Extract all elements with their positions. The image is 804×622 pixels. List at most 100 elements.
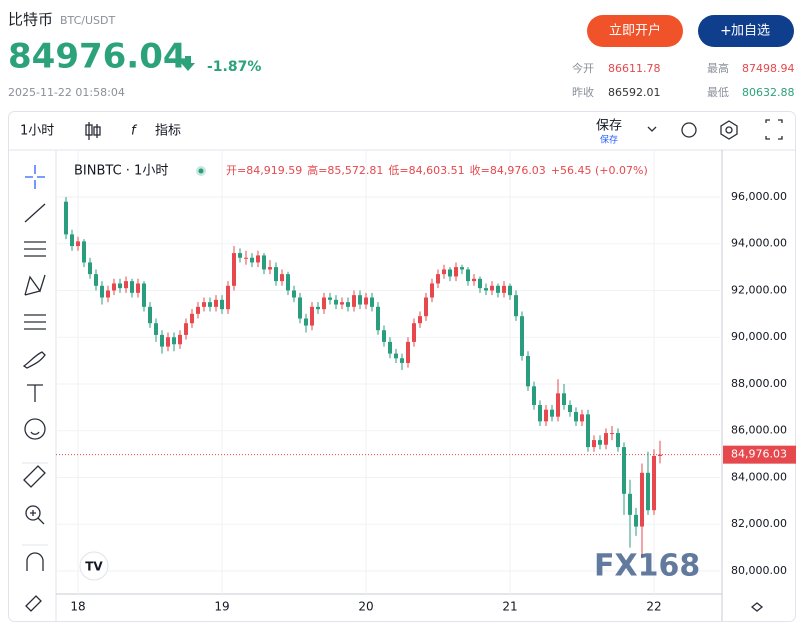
drawing-tools[interactable]: [22, 165, 46, 612]
x-tick-label: 19: [214, 600, 229, 614]
last-price-tag: [723, 445, 796, 464]
title: 比特币: [8, 11, 53, 29]
candle-body: [64, 201, 68, 235]
dropdown-icon[interactable]: [647, 126, 657, 132]
y-tick-label: 94,000.00: [731, 237, 787, 250]
watchlist-button[interactable]: [698, 15, 794, 47]
candle-body: [400, 358, 404, 363]
candle-body: [562, 393, 566, 406]
candle-body: [490, 285, 494, 291]
settings-icon[interactable]: [750, 602, 764, 612]
candle-body: [202, 302, 206, 307]
legend-value: 开=84,919.59: [226, 164, 302, 177]
legend-value: 低=84,603.51: [388, 164, 464, 177]
indicators[interactable]: 指标: [155, 124, 181, 139]
x-tick-label: 20: [358, 600, 373, 614]
candle-body: [298, 297, 302, 319]
candle-body: [232, 253, 236, 286]
candle-body: [496, 285, 500, 293]
y-tick-label: 88,000.00: [731, 377, 787, 390]
y-tick-label: 90,000.00: [731, 330, 787, 343]
candle-body: [502, 285, 506, 293]
candle-type-icon[interactable]: [85, 122, 101, 140]
stat-label: 最高: [707, 61, 729, 75]
candle-body: [568, 405, 572, 413]
candle-body: [178, 334, 182, 345]
stat-label: 今开: [572, 61, 594, 75]
candle-body: [370, 297, 374, 307]
candle-body: [166, 337, 170, 347]
candle-body: [418, 316, 422, 324]
candle-body: [88, 262, 92, 275]
legend-value: +56.45 (+0.07%): [551, 164, 648, 177]
y-tick-label: 96,000.00: [731, 190, 787, 203]
candle-body: [658, 454, 662, 456]
price: 84976.04: [8, 37, 187, 77]
candle-body: [442, 269, 446, 275]
candle-body: [190, 313, 194, 324]
candle-body: [148, 306, 152, 324]
candle-body: [220, 299, 224, 310]
interval[interactable]: 1小时: [20, 124, 54, 139]
candle-body: [160, 334, 164, 347]
save-sub: 保存: [600, 134, 618, 146]
y-tick-label: 80,000.00: [731, 564, 787, 577]
candle-body: [352, 295, 356, 307]
candle-body: [106, 290, 110, 298]
open-account-button[interactable]: [587, 15, 683, 47]
candle-body: [610, 433, 614, 435]
candle-body: [142, 283, 146, 307]
candle-body: [274, 267, 278, 282]
candle-body: [346, 302, 350, 307]
last-price-label: 84,976.03: [731, 448, 787, 461]
toolbar-icons[interactable]: [681, 119, 783, 140]
legend-symbol: BINBTC · 1小时: [74, 164, 168, 179]
candle-body: [130, 281, 134, 293]
candle-body: [304, 318, 308, 326]
candle-body: [262, 255, 266, 270]
candle-body: [292, 290, 296, 298]
candle-body: [598, 440, 602, 445]
candle-body: [334, 299, 338, 305]
y-tick-label: 82,000.00: [731, 517, 787, 530]
candle-body: [76, 241, 80, 247]
candle-body: [118, 283, 122, 289]
candle-body: [286, 274, 290, 291]
candle-body: [268, 267, 272, 270]
change: -1.87%: [207, 59, 261, 75]
x-tick-label: 18: [70, 600, 85, 614]
candle-body: [82, 241, 86, 263]
candle-body: [616, 433, 620, 448]
y-tick-label: 92,000.00: [731, 283, 787, 296]
x-tick-label: 21: [502, 600, 517, 614]
candle-body: [592, 440, 596, 448]
stat-label: 最低: [707, 86, 729, 99]
candle-body: [100, 285, 104, 298]
candle-body: [646, 472, 650, 511]
candle-body: [154, 323, 158, 335]
candle-body: [328, 297, 332, 300]
y-tick-label: 86,000.00: [731, 424, 787, 437]
plot-area: 80,000.00 82,000.00 84,000.00 86,000.00 88,0…: [56, 150, 796, 614]
stat-value: 86611.78: [608, 62, 661, 75]
save[interactable]: 保存: [596, 119, 622, 134]
candle-body: [208, 302, 212, 307]
candle-body: [322, 297, 326, 310]
candle-body: [448, 269, 452, 277]
candle-body: [574, 412, 578, 422]
button-label: 加自选: [731, 24, 770, 39]
stat-value: 87498.94: [742, 62, 795, 75]
candle-body: [226, 285, 230, 310]
plus-icon: +: [720, 23, 732, 39]
candle-body: [472, 278, 476, 282]
down-arrow: [181, 56, 195, 71]
candle-body: [412, 323, 416, 342]
candle-body: [136, 283, 140, 293]
candle-body: [634, 514, 638, 527]
candle-body: [652, 455, 656, 511]
candle-body: [508, 285, 512, 296]
x-tick-label: 22: [646, 600, 661, 614]
candle-body: [214, 299, 218, 307]
candle-body: [238, 253, 242, 258]
